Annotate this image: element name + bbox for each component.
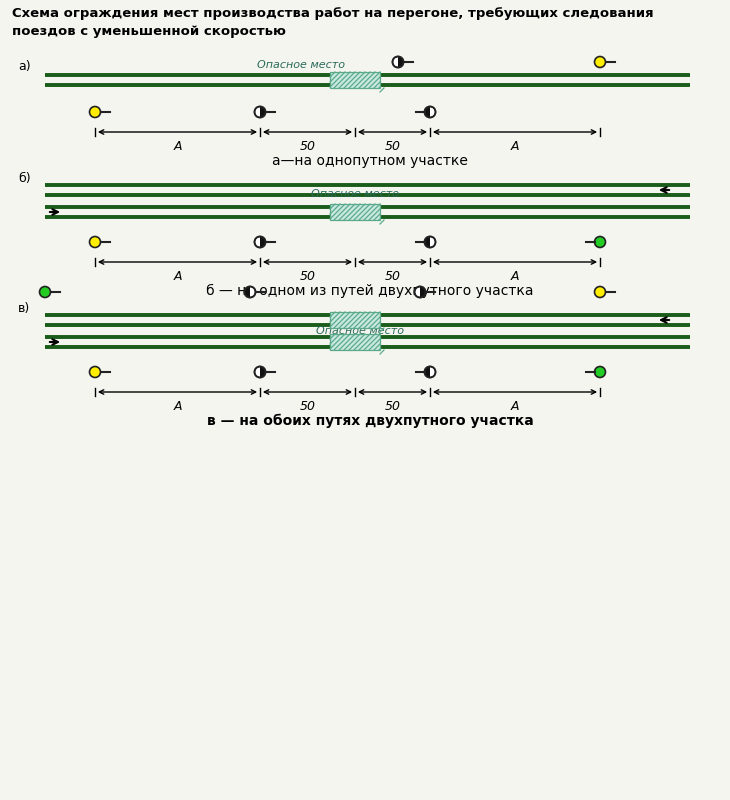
Text: а): а) [18, 60, 31, 73]
Wedge shape [260, 106, 265, 118]
Circle shape [594, 286, 605, 298]
Circle shape [594, 366, 605, 378]
Text: A: A [511, 270, 519, 283]
Text: 50: 50 [299, 400, 315, 413]
Circle shape [90, 366, 101, 378]
Text: A: A [173, 270, 182, 283]
Text: 50: 50 [385, 140, 401, 153]
Text: Опасное место: Опасное место [311, 189, 399, 199]
Bar [330, 334, 380, 350]
Circle shape [393, 57, 404, 67]
Bar [330, 204, 380, 220]
Circle shape [594, 237, 605, 247]
Circle shape [594, 57, 605, 67]
Wedge shape [398, 57, 403, 67]
Text: в — на обоих путях двухпутного участка: в — на обоих путях двухпутного участка [207, 414, 534, 428]
Text: Опасное место: Опасное место [257, 60, 345, 70]
Circle shape [255, 106, 266, 118]
Bar [330, 312, 380, 328]
Text: 50: 50 [299, 140, 315, 153]
Wedge shape [245, 286, 250, 297]
Circle shape [425, 237, 436, 247]
Text: A: A [173, 140, 182, 153]
Circle shape [415, 286, 426, 298]
Bar [330, 204, 380, 220]
Text: б): б) [18, 172, 31, 185]
Circle shape [255, 237, 266, 247]
Circle shape [425, 366, 436, 378]
Circle shape [255, 366, 266, 378]
Wedge shape [260, 237, 265, 247]
Circle shape [90, 106, 101, 118]
Text: 50: 50 [385, 400, 401, 413]
Text: A: A [173, 400, 182, 413]
Wedge shape [425, 366, 430, 378]
Bar [330, 312, 380, 328]
Text: 50: 50 [385, 270, 401, 283]
Text: а—на однопутном участке: а—на однопутном участке [272, 154, 468, 168]
Text: 50: 50 [299, 270, 315, 283]
Circle shape [90, 237, 101, 247]
Wedge shape [260, 366, 265, 378]
Circle shape [245, 286, 255, 298]
Text: б — на одном из путей двухпутного участка: б — на одном из путей двухпутного участк… [207, 284, 534, 298]
Bar [330, 72, 380, 88]
Wedge shape [420, 286, 425, 298]
Wedge shape [425, 106, 430, 118]
Circle shape [39, 286, 50, 298]
Text: A: A [511, 140, 519, 153]
Bar [330, 72, 380, 88]
Bar [330, 334, 380, 350]
Circle shape [425, 106, 436, 118]
Text: в): в) [18, 302, 30, 315]
Wedge shape [425, 237, 430, 247]
Text: Опасное место: Опасное место [316, 326, 404, 336]
Text: A: A [511, 400, 519, 413]
Text: Схема ограждения мест производства работ на перегоне, требующих следования
поезд: Схема ограждения мест производства работ… [12, 7, 653, 38]
